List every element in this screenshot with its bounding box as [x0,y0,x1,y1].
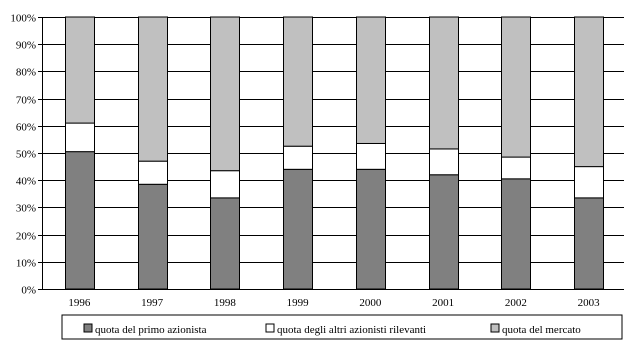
bar-segment-primo [210,197,240,290]
bars [65,16,604,290]
bar-segment-mercato [138,16,168,162]
bar-segment-mercato [65,16,95,124]
legend: quota del primo azionista quota degli al… [61,314,623,340]
y-tick-label: 0% [21,285,36,297]
y-tick-labels: 0% 10% 20% 30% 40% 50% 60% 70% 80% 90% 100% [10,13,42,297]
x-tick-label: 1997 [141,297,164,309]
bar-segment-primo [356,168,386,290]
bar-segment-mercato [356,16,386,144]
gridlines [42,17,624,263]
legend-frame [61,314,623,340]
x-tick-label: 2000 [359,297,382,309]
x-tick-labels: 1996 1997 1998 1999 2000 2001 2002 2003 [68,297,600,309]
y-tick-label: 100% [10,13,36,25]
y-tick-label: 50% [16,149,36,161]
bar-segment-altri [283,145,313,170]
bar-segment-altri [138,160,168,185]
x-tick-label: 1998 [214,297,237,309]
legend-swatch-altri [265,323,275,333]
x-tick-label: 2001 [432,297,454,309]
x-tick-label: 1996 [68,297,91,309]
legend-label-mercato: quota del mercato [502,324,581,336]
bar-segment-mercato [574,16,604,168]
bar-segment-altri [501,156,531,180]
bar-segment-mercato [501,16,531,158]
bar-segment-altri [210,170,240,199]
y-tick-label: 10% [16,258,36,270]
bar-segment-primo [283,168,313,290]
bar-segment-primo [138,183,168,290]
bar-segment-altri [574,166,604,199]
x-tick-label: 1999 [287,297,310,309]
bar-segment-mercato [283,16,313,147]
x-tick-label: 2003 [578,297,601,309]
y-tick-label: 90% [16,40,36,52]
y-tick-label: 20% [16,231,36,243]
legend-label-primo: quota del primo azionista [95,324,207,336]
bar-segment-mercato [210,16,240,172]
bar-segment-mercato [429,16,459,150]
y-tick-label: 70% [16,95,36,107]
bar-segment-altri [65,122,95,153]
bar-segment-primo [65,151,95,290]
y-tick-label: 60% [16,122,36,134]
y-tick-label: 30% [16,203,36,215]
legend-label-altri: quota degli altri azionisti rilevanti [277,324,426,336]
x-tick-label: 2002 [505,297,527,309]
legend-swatch-mercato [490,323,500,333]
bar-segment-primo [574,197,604,290]
bar-segment-primo [429,174,459,290]
legend-swatch-primo [83,323,93,333]
bar-segment-primo [501,178,531,290]
y-tick-label: 80% [16,67,36,79]
bar-segment-altri [356,142,386,170]
bar-segment-altri [429,148,459,176]
y-tick-label: 40% [16,176,36,188]
